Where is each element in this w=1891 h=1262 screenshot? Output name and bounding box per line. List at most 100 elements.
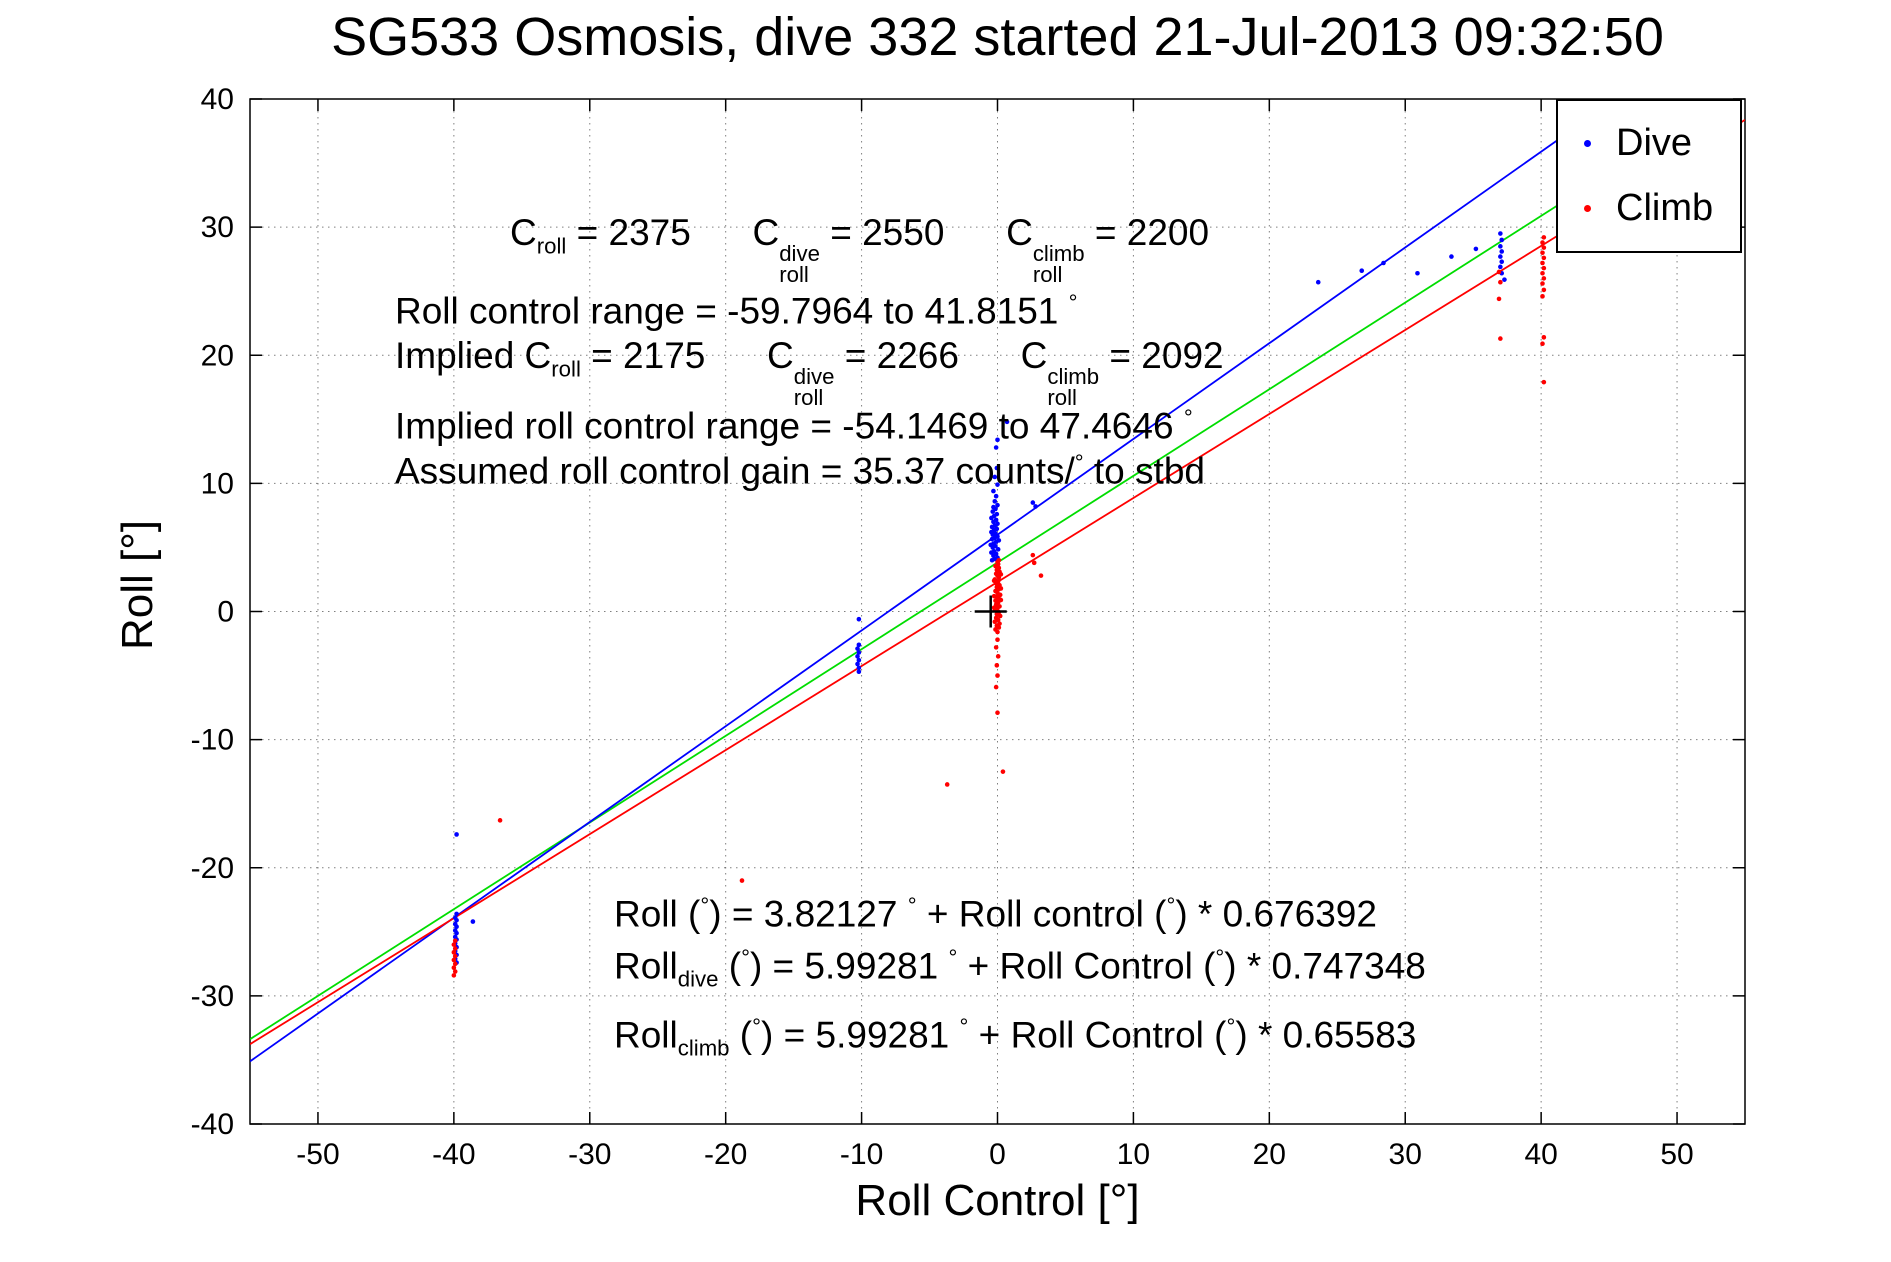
scatter-point-dive	[454, 924, 459, 929]
scatter-point-dive	[855, 661, 860, 667]
legend-label-dive: Dive	[1616, 122, 1693, 165]
scatter-point-dive	[454, 832, 459, 837]
scatter-point-climb	[1541, 255, 1547, 261]
scatter-point-dive	[994, 511, 1000, 517]
scatter-point-dive	[1498, 264, 1503, 270]
scatter-point-dive	[856, 650, 862, 655]
y-axis-label: Roll [°]	[113, 519, 162, 651]
scatter-point-dive	[454, 930, 459, 936]
scatter-point-dive	[1381, 260, 1386, 266]
dive-marker-dot	[1583, 140, 1591, 148]
annotation-fit-equation-climb: Rollclimb (°) = 5.99281 ° + Roll Control…	[614, 1014, 1417, 1061]
scatter-point-climb	[998, 586, 1004, 591]
scatter-point-dive	[991, 488, 996, 494]
legend: Dive Climb	[1556, 99, 1742, 253]
x-tick-label: -50	[296, 1138, 339, 1171]
scatter-point-climb	[1496, 269, 1502, 275]
scatter-point-dive	[995, 547, 1001, 552]
origin-plus	[974, 595, 1007, 628]
scatter-point-dive	[856, 665, 862, 671]
scatter-point-climb	[996, 557, 1002, 563]
legend-entry-dive: Dive	[1558, 122, 1740, 165]
dive-marker-column	[1558, 140, 1616, 148]
y-tick-label: -20	[191, 852, 234, 885]
y-tick-label: 0	[217, 596, 234, 629]
scatter-point-dive	[993, 445, 999, 450]
scatter-point-dive	[454, 917, 459, 923]
scatter-point-climb	[1540, 294, 1545, 299]
scatter-point-climb	[993, 645, 999, 650]
scatter-point-climb	[452, 953, 458, 959]
scatter-point-climb	[452, 938, 458, 944]
origin-plus-marker	[974, 595, 1007, 628]
scatter-point-climb	[995, 710, 1000, 716]
scatter-point-climb	[1540, 270, 1545, 276]
scatter-point-dive	[470, 919, 476, 924]
scatter-point-dive	[1498, 254, 1503, 259]
scatter-point-climb	[1498, 336, 1503, 341]
scatter-point-dive	[856, 657, 862, 663]
scatter-point-dive	[992, 474, 998, 480]
scatter-point-dive	[1499, 249, 1505, 254]
scatter-point-climb	[997, 613, 1003, 619]
scatter-point-climb	[991, 605, 997, 610]
x-tick-label: 20	[1253, 1138, 1286, 1171]
plot-border	[249, 98, 1746, 1125]
scatter-point-dive	[1499, 259, 1505, 265]
scatter-point-climb	[992, 619, 998, 625]
scatter-point-climb	[996, 565, 1002, 571]
scatter-dive	[452, 231, 1507, 965]
y-tick-label: 10	[201, 467, 234, 500]
scatter-point-dive	[995, 521, 1000, 527]
annotation-roll-control-range: Roll control range = -59.7964 to 41.8151…	[395, 290, 1078, 332]
scatter-point-dive	[855, 654, 860, 659]
scatter-point-dive	[1359, 268, 1365, 273]
x-tick-label: -10	[840, 1138, 883, 1171]
scatter-point-dive	[856, 616, 862, 622]
scatter-point-climb	[1541, 245, 1547, 250]
scatter-point-climb	[1038, 573, 1044, 578]
scatter-point-climb	[995, 637, 1000, 642]
scatter-point-dive	[454, 911, 459, 917]
scatter-point-climb	[991, 578, 997, 584]
scatter-point-climb	[739, 878, 745, 883]
x-tick-label: 10	[1117, 1138, 1150, 1171]
scatter-point-climb	[451, 942, 457, 947]
scatter-point-climb	[994, 663, 1000, 668]
scatter-point-climb	[1000, 769, 1006, 774]
legend-entry-climb: Climb	[1558, 187, 1740, 230]
scatter-point-climb	[993, 684, 999, 690]
scatter-point-climb	[1541, 276, 1547, 281]
x-tick-label: 30	[1389, 1138, 1422, 1171]
y-tick-label: -10	[191, 724, 234, 757]
x-tick-label: -40	[432, 1138, 475, 1171]
scatter-point-climb	[995, 673, 1000, 678]
x-tick-label: 50	[1660, 1138, 1693, 1171]
scatter-point-dive	[1033, 504, 1038, 509]
scatter-point-dive	[1315, 279, 1321, 285]
x-tick-label: -20	[704, 1138, 747, 1171]
scatter-point-dive	[991, 548, 997, 554]
scatter-point-climb	[993, 588, 998, 594]
scatter-point-climb	[995, 654, 1001, 659]
annotation-fit-equation-dive: Rolldive (°) = 5.99281 ° + Roll Control …	[614, 945, 1426, 992]
scatter-point-climb	[1540, 260, 1545, 266]
x-tick-label: -30	[568, 1138, 611, 1171]
scatter-point-climb	[497, 818, 503, 823]
y-tick-label: 40	[201, 83, 234, 116]
x-tick-label: 40	[1524, 1138, 1557, 1171]
scatter-climb	[451, 235, 1547, 978]
annotation-assumed-gain: Assumed roll control gain = 35.37 counts…	[395, 450, 1205, 492]
scatter-point-climb	[1540, 281, 1545, 286]
scatter-point-dive	[1502, 277, 1507, 282]
scatter-point-climb	[1541, 235, 1547, 240]
scatter-point-climb	[451, 950, 457, 955]
scatter-point-climb	[998, 597, 1004, 603]
scatter-point-climb	[1031, 560, 1037, 566]
scatter-point-climb	[452, 969, 458, 974]
scatter-point-climb	[451, 973, 457, 978]
scatter-point-dive	[1473, 246, 1479, 252]
y-tick-label: 30	[201, 211, 234, 244]
